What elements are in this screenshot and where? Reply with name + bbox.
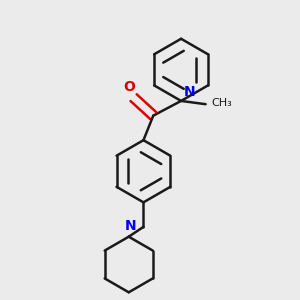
Text: CH₃: CH₃ — [212, 98, 232, 108]
Text: N: N — [184, 85, 195, 99]
Text: O: O — [123, 80, 135, 94]
Text: N: N — [124, 219, 136, 233]
